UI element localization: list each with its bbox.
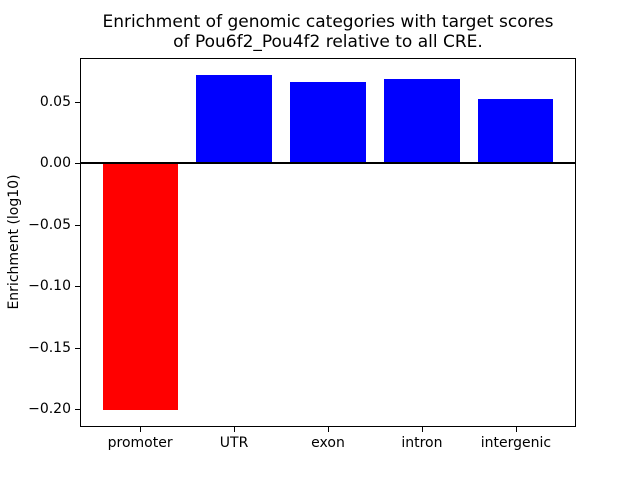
y-tick-mark bbox=[75, 286, 80, 288]
y-tick-mark bbox=[75, 347, 80, 349]
y-tick-label: 0.00 bbox=[39, 155, 71, 172]
y-tick-label: −0.10 bbox=[28, 278, 71, 295]
chart-title-line-2: of Pou6f2_Pou4f2 relative to all CRE. bbox=[173, 32, 483, 52]
x-tick-label-exon: exon bbox=[311, 435, 345, 451]
bar-exon bbox=[290, 82, 366, 164]
x-tick-mark bbox=[421, 427, 423, 432]
x-tick-mark bbox=[328, 427, 329, 432]
zero-line bbox=[80, 162, 576, 165]
bar-promoter bbox=[102, 163, 178, 411]
y-tick-label: −0.05 bbox=[28, 216, 71, 233]
y-tick-mark bbox=[75, 163, 80, 165]
bar-UTR bbox=[196, 74, 272, 164]
y-tick-label: −0.15 bbox=[28, 339, 71, 356]
y-tick-mark bbox=[75, 224, 80, 226]
x-tick-mark bbox=[234, 427, 236, 432]
bar-intergenic bbox=[478, 99, 554, 164]
y-tick-mark bbox=[75, 408, 80, 410]
x-tick-mark bbox=[515, 427, 517, 432]
y-tick-mark bbox=[75, 101, 80, 103]
x-tick-label-intron: intron bbox=[401, 435, 443, 451]
x-tick-mark bbox=[140, 427, 142, 432]
x-tick-label-promoter: promoter bbox=[107, 435, 173, 451]
x-tick-label-intergenic: intergenic bbox=[480, 435, 552, 451]
x-tick-label-UTR: UTR bbox=[219, 435, 249, 451]
bar-intron bbox=[384, 78, 460, 164]
y-tick-label: 0.05 bbox=[39, 93, 71, 110]
chart-title-line-1: Enrichment of genomic categories with ta… bbox=[102, 12, 554, 32]
chart-title: Enrichment of genomic categories with ta… bbox=[80, 12, 576, 52]
y-tick-label: −0.20 bbox=[28, 400, 71, 417]
